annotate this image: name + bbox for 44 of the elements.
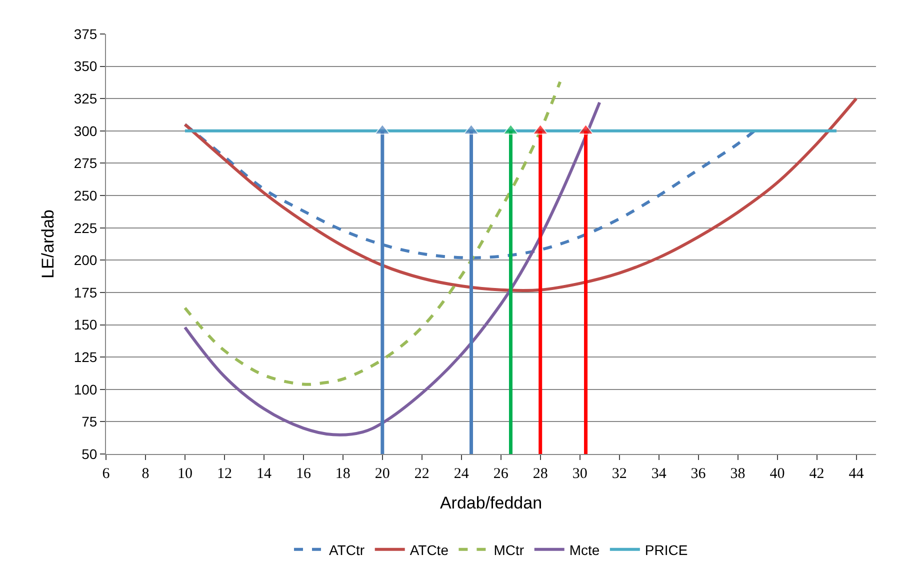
x-tick-label: 36 [690,466,706,482]
y-tick-label: 100 [74,381,98,398]
x-tick-label: 28 [532,466,548,482]
legend-label: ATCte [410,542,449,558]
y-tick-label: 325 [74,90,98,107]
y-tick-label: 75 [82,414,98,430]
x-tick-label: 40 [770,466,785,482]
x-tick-label: 8 [142,466,150,482]
x-tick-label: 12 [216,466,232,482]
y-tick-label: 150 [74,316,98,333]
x-tick-label: 34 [651,466,667,482]
x-tick-label: 6 [102,466,110,482]
y-tick-label: 50 [82,446,98,462]
line-series [183,80,562,386]
y-tick-label: 200 [74,252,98,268]
x-tick-label: 18 [335,466,350,482]
x-axis-title: Ardab/feddan [440,493,542,512]
x-tick-label: 24 [454,466,470,482]
x-tick-label: 44 [848,466,864,482]
x-tick-label: 20 [374,466,390,482]
y-tick-label: 375 [74,26,98,42]
line-series [183,100,602,436]
x-tick-label: 42 [809,466,824,482]
legend-label: MCtr [494,542,524,558]
legend-label: Mcte [569,542,600,558]
x-tick-label: 16 [296,466,312,482]
legend-label: PRICE [644,542,688,558]
y-tick-label: 250 [74,187,98,204]
line-series [183,97,858,292]
x-tick-label: 22 [414,466,430,482]
y-tick-label: 125 [74,348,98,365]
x-tick-label: 10 [177,466,192,482]
x-tick-label: 14 [256,466,272,482]
y-tick-label: 175 [74,284,98,300]
y-tick-label: 225 [74,220,98,236]
y-tick-label: 350 [74,58,98,74]
y-tick-label: 275 [74,155,98,172]
legend-label: ATCtr [329,542,365,558]
x-tick-label: 26 [493,466,509,482]
y-axis-title: LE/ardab [38,210,58,278]
x-tick-label: 30 [572,466,588,482]
x-tick-label: 38 [730,466,746,482]
y-tick-label: 300 [74,122,98,139]
x-tick-label: 32 [612,466,627,482]
